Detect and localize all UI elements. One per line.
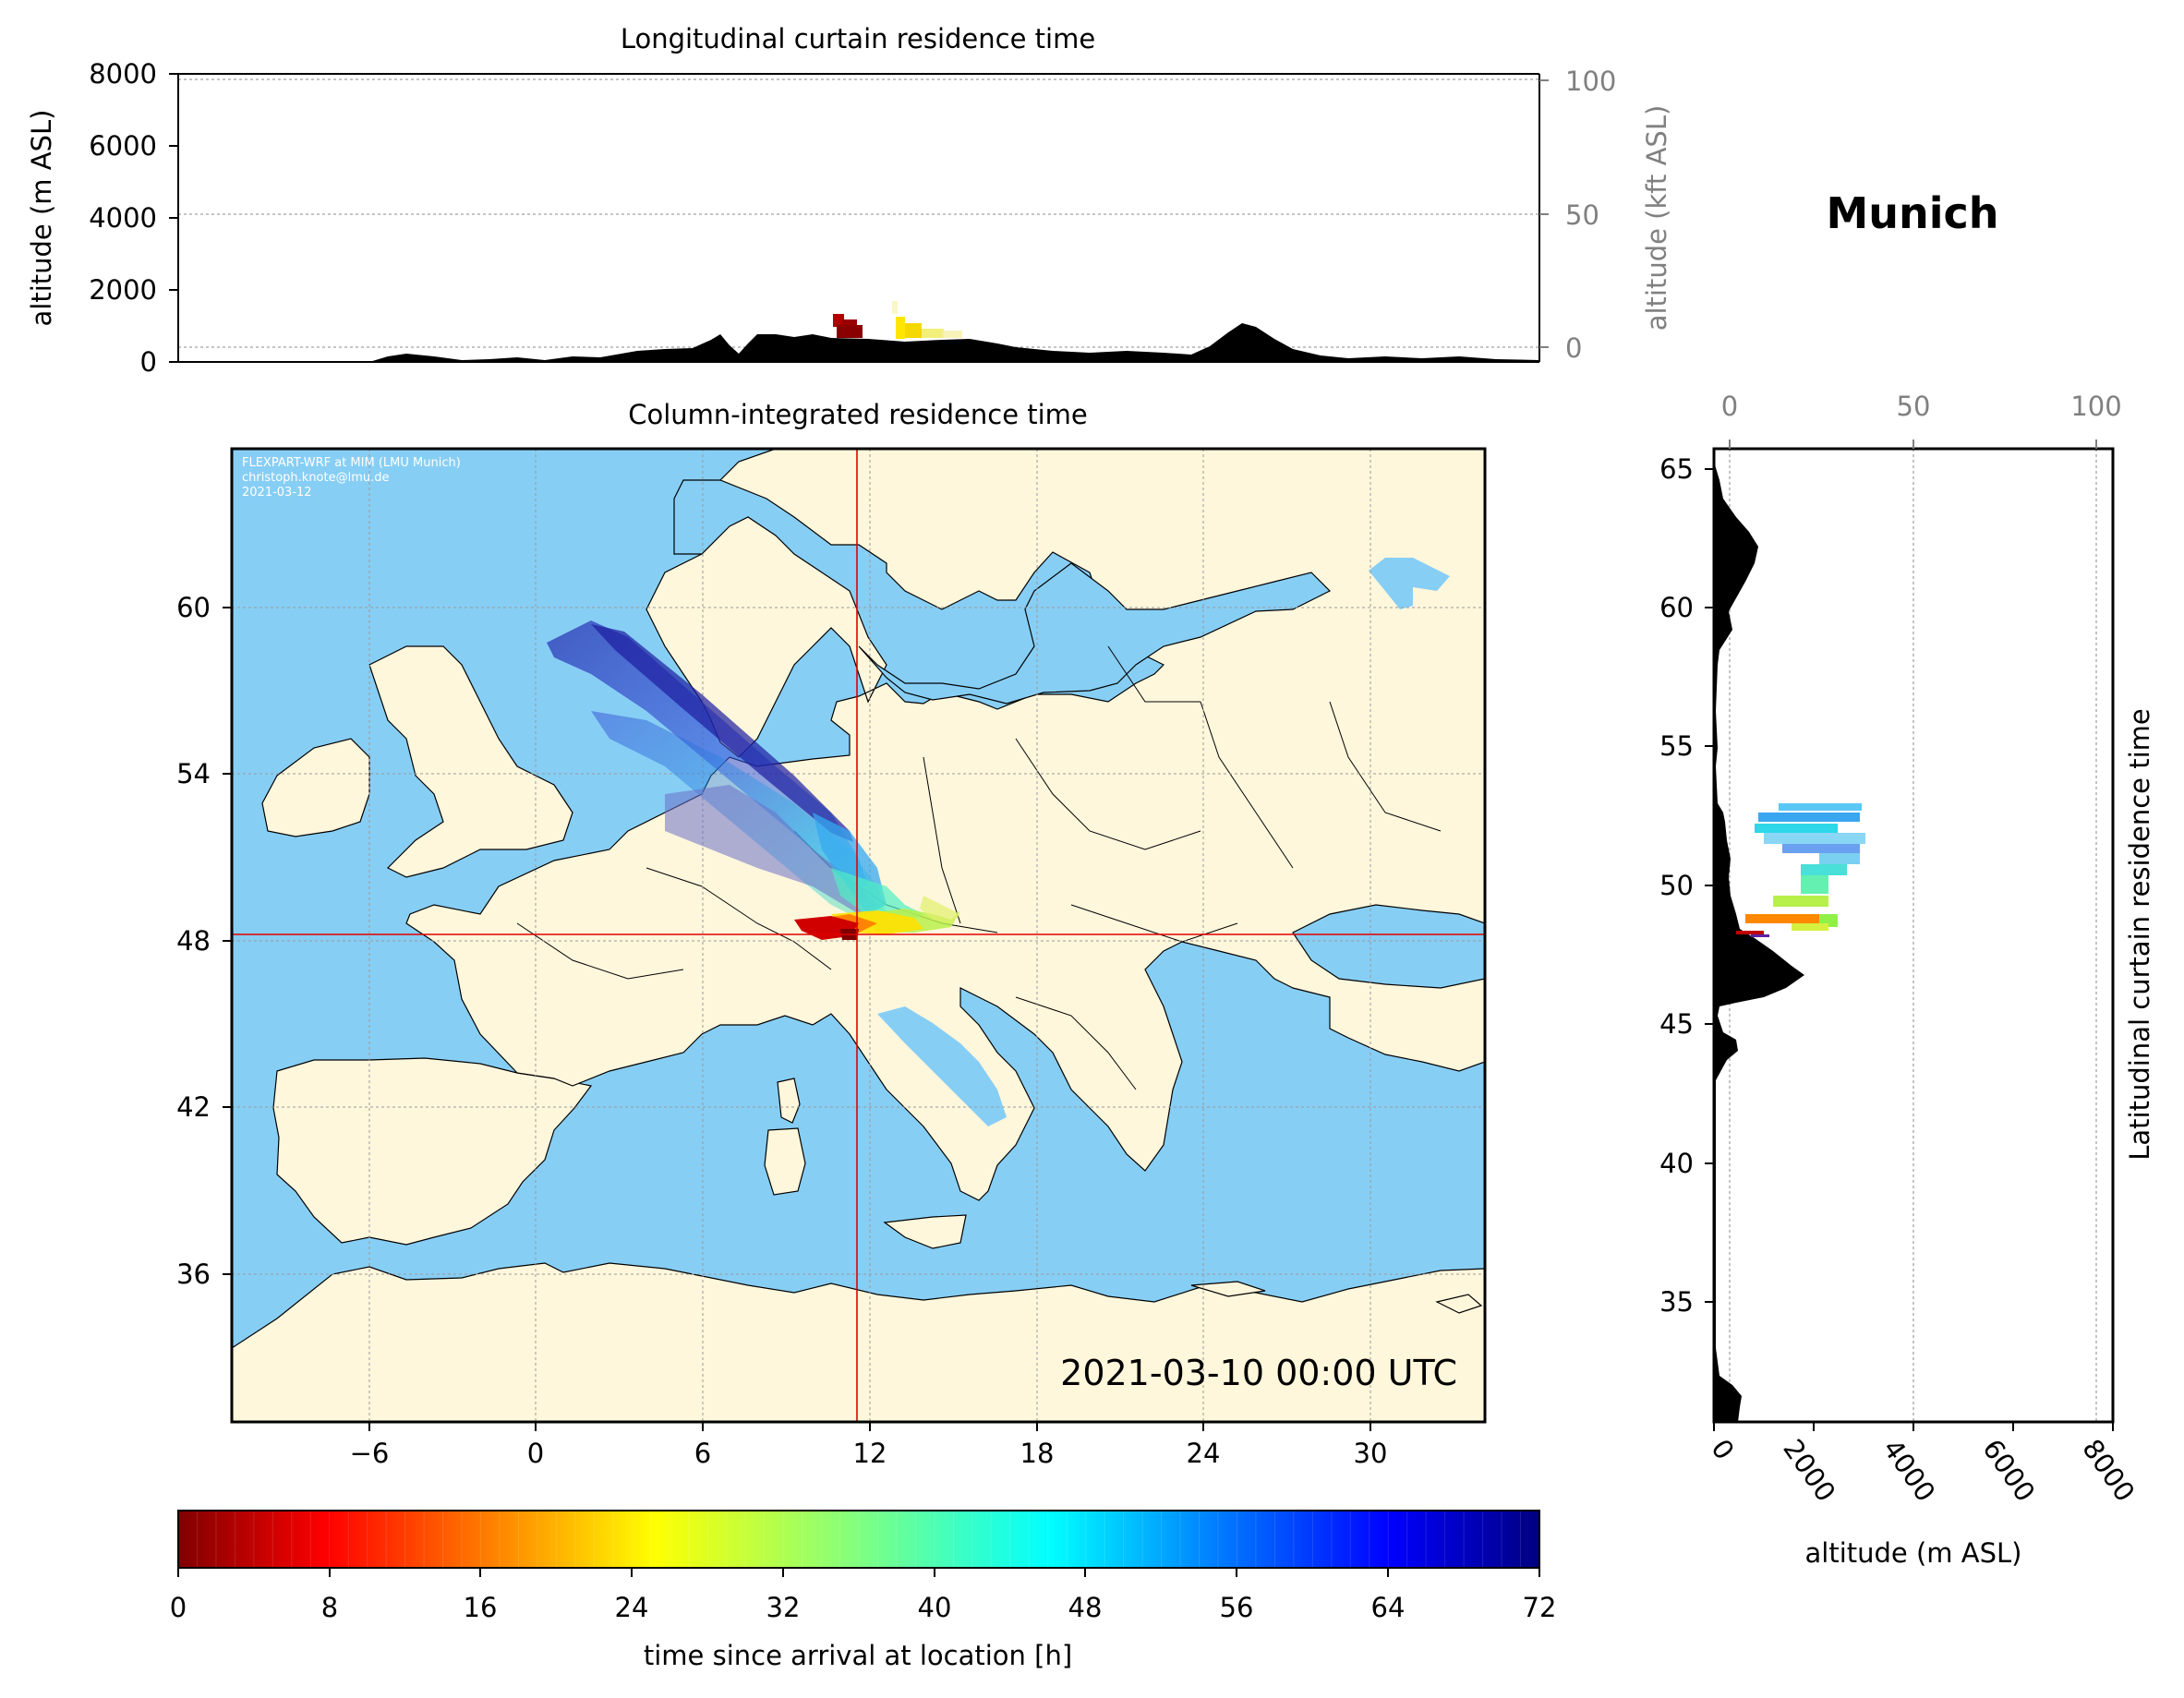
land-corsica	[777, 1078, 801, 1124]
side-bottom-tick-label: 8000	[2076, 1434, 2141, 1508]
station-name: Munich	[1826, 188, 1998, 238]
side-gridlines	[1729, 449, 2097, 1422]
map-title: Column-integrated residence time	[628, 399, 1088, 430]
map-timestamp: 2021-03-10 00:00 UTC	[1060, 1353, 1457, 1393]
colorbar-gradient	[178, 1511, 1539, 1568]
map-lat-tick-label: 36	[176, 1258, 211, 1290]
credit-line: FLEXPART-WRF at MIM (LMU Munich)	[242, 456, 461, 470]
map-lon-tick-label: 0	[527, 1438, 544, 1469]
map-lon-tick-label: 18	[1020, 1438, 1055, 1469]
land-crete	[1190, 1281, 1266, 1297]
land-north-africa	[232, 1262, 1485, 1422]
graticule	[232, 449, 1485, 1422]
map-lon-tick-label: 12	[853, 1438, 887, 1469]
latitudinal-residence-cells	[1736, 803, 1865, 937]
top-left-tick-label: 0	[140, 346, 157, 378]
colorbar-tick-label: 56	[1220, 1592, 1254, 1623]
baltic-sea	[858, 562, 1332, 704]
side-bottom-tick-label: 6000	[1976, 1434, 2041, 1508]
colorbar-tick-label: 32	[766, 1592, 801, 1623]
credit-line: 2021-03-12	[242, 486, 312, 500]
colorbar-label: time since arrival at location [h]	[644, 1640, 1072, 1671]
colorbar-tick-label: 40	[918, 1592, 952, 1623]
top-right-tick-label: 100	[1565, 66, 1616, 97]
colorbar-tick-label: 16	[464, 1592, 498, 1623]
colorbar-tick-label: 0	[170, 1592, 187, 1623]
map-lat-tick-label: 54	[176, 758, 211, 789]
map-lat-tick-label: 42	[176, 1091, 211, 1123]
land-cyprus	[1435, 1294, 1483, 1314]
side-lat-tick-label: 35	[1659, 1286, 1694, 1318]
black-sea	[1292, 904, 1485, 989]
side-y-axis-label: Latitudinal curtain residence time	[2124, 708, 2155, 1161]
map-lon-tick-label: 6	[694, 1438, 711, 1469]
colorbar: 0 8 16 24 32 40 48 56 64 72 time since a…	[170, 1510, 1557, 1671]
map-lon-tick-label: 24	[1187, 1438, 1221, 1469]
top-right-tick-label: 0	[1565, 332, 1582, 364]
side-lat-tick-label: 65	[1659, 453, 1694, 485]
credit-line: christoph.knote@lmu.de	[242, 471, 390, 485]
top-panel-title: Longitudinal curtain residence time	[621, 23, 1095, 54]
top-left-tick-label: 2000	[89, 274, 157, 306]
colorbar-tick-label: 8	[321, 1592, 338, 1623]
top-left-tick-label: 4000	[89, 202, 157, 234]
side-lat-tick-label: 60	[1659, 592, 1694, 623]
side-top-tick-label: 0	[1721, 391, 1738, 422]
top-right-axis-label: altitude (kft ASL)	[1641, 105, 1672, 331]
land-sardinia	[764, 1127, 806, 1196]
side-lat-tick-label: 50	[1659, 870, 1694, 901]
top-left-tick-label: 6000	[89, 130, 157, 162]
land-sicily	[883, 1214, 967, 1249]
top-right-tick-label: 50	[1565, 199, 1599, 231]
side-x-axis-label: altitude (m ASL)	[1805, 1537, 2022, 1569]
latitudinal-terrain-profile	[1714, 449, 1804, 1422]
map-lat-tick-label: 48	[176, 925, 211, 957]
colorbar-frame	[177, 1510, 1540, 1569]
top-left-tick-label: 8000	[89, 58, 157, 90]
top-left-axis-label: altitude (m ASL)	[26, 110, 57, 327]
side-bottom-tick-label: 4000	[1876, 1434, 1941, 1508]
side-top-tick-label: 100	[2070, 391, 2121, 422]
colorbar-tick-label: 24	[615, 1592, 649, 1623]
side-lat-tick-label: 45	[1659, 1008, 1694, 1040]
land-great-britain	[368, 645, 573, 878]
lake-ladoga	[1369, 558, 1450, 609]
longitudinal-terrain-profile	[178, 323, 1539, 362]
adriatic-sea	[877, 1006, 1007, 1126]
map-lat-tick-label: 60	[176, 592, 211, 623]
side-top-tick-label: 50	[1897, 391, 1931, 422]
map-panel: Column-integrated residence time	[176, 399, 1487, 1469]
land-iberia	[272, 1057, 593, 1246]
land-ireland	[261, 738, 370, 837]
longitudinal-residence-cells	[833, 301, 962, 339]
colorbar-tick-label: 48	[1068, 1592, 1103, 1623]
colorbar-tick-label: 72	[1523, 1592, 1557, 1623]
latitudinal-curtain-panel: 0 50 100 0 2000 4000 6000 8000 altitude …	[1659, 391, 2155, 1569]
map-frame	[230, 447, 1487, 1424]
map-lon-tick-label: −6	[350, 1438, 390, 1469]
colorbar-tick-label: 64	[1371, 1592, 1406, 1623]
side-bottom-tick-label: 2000	[1777, 1434, 1841, 1508]
side-bottom-tick-label: 0	[1705, 1434, 1740, 1466]
side-lat-tick-label: 40	[1659, 1148, 1694, 1179]
map-lon-tick-label: 30	[1354, 1438, 1388, 1469]
residence-time-plume	[547, 620, 960, 940]
side-lat-tick-label: 55	[1659, 730, 1694, 762]
lake-vanern	[887, 624, 927, 646]
longitudinal-curtain-panel: Longitudinal curtain residence time 0	[26, 23, 1672, 378]
